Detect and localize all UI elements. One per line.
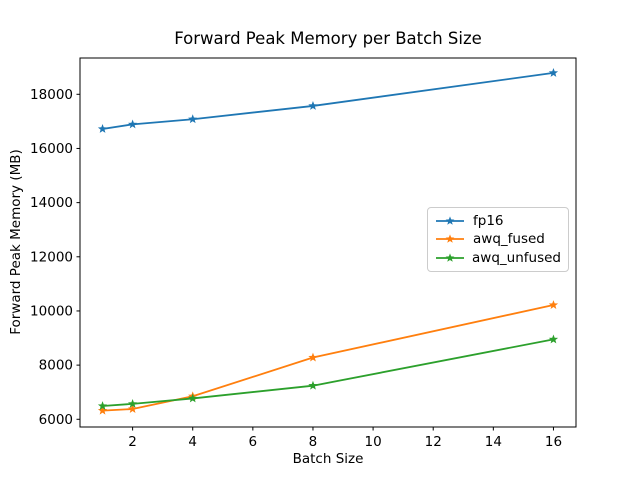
y-axis-tick-label: 12000	[30, 249, 73, 265]
x-axis-tick-label: 16	[545, 434, 562, 450]
y-axis-tick-label: 8000	[39, 358, 73, 374]
star-icon	[445, 253, 455, 262]
star-icon	[445, 234, 455, 244]
marker-fp16	[308, 101, 318, 110]
legend-swatch-awq_unfused	[436, 253, 464, 262]
x-axis-tick-label: 14	[485, 434, 502, 450]
marker-awq_unfused	[188, 393, 198, 403]
y-axis-tick-label: 10000	[30, 303, 73, 319]
plot-line-awq_unfused	[101, 338, 555, 407]
legend-swatch-awq_fused	[436, 234, 464, 244]
axes-spines	[79, 57, 577, 428]
marker-awq_unfused	[97, 401, 108, 410]
x-axis-tick-label: 8	[309, 434, 318, 450]
x-axis-tick-label: 2	[128, 434, 137, 450]
y-axis-label: Forward Peak Memory (MB)	[8, 149, 24, 335]
legend-label: awq_fused	[473, 231, 545, 248]
marker-awq_unfused	[127, 398, 138, 408]
legend-entry-awq_fused: awq_fused	[435, 230, 561, 248]
legend-entry-awq_unfused: awq_unfused	[435, 249, 561, 267]
marker-awq_fused	[308, 352, 318, 362]
marker-awq_unfused	[548, 334, 559, 344]
y-axis-tick-label: 18000	[30, 87, 73, 103]
legend: fp16 awq_fused awq_unfused	[427, 207, 569, 272]
plot-line-fp16	[101, 72, 555, 130]
marker-awq_unfused	[308, 380, 318, 390]
legend-label: awq_unfused	[472, 249, 561, 266]
plot-line-awq_fused	[101, 304, 555, 412]
marker-awq_fused	[97, 405, 108, 415]
marker-awq_fused	[127, 404, 138, 413]
x-axis-label: Batch Size	[292, 451, 364, 467]
x-axis-tick-label: 10	[364, 434, 381, 450]
y-axis-tick-label: 16000	[30, 141, 73, 157]
x-axis-tick-label: 12	[425, 434, 442, 450]
x-axis-tick-label: 6	[249, 434, 258, 450]
marker-awq_fused	[548, 300, 559, 309]
chart-title: Forward Peak Memory per Batch Size	[174, 29, 482, 48]
marker-fp16	[548, 68, 559, 77]
star-icon	[445, 216, 455, 225]
marker-fp16	[97, 124, 108, 133]
legend-swatch-fp16	[436, 216, 464, 225]
y-axis-tick-label: 14000	[30, 195, 73, 211]
marker-fp16	[127, 119, 138, 129]
marker-fp16	[188, 114, 198, 124]
x-axis-tick-label: 4	[188, 434, 197, 450]
legend-entry-fp16: fp16	[435, 212, 561, 230]
legend-label: fp16	[473, 213, 504, 230]
y-axis-tick-label: 6000	[39, 412, 73, 428]
